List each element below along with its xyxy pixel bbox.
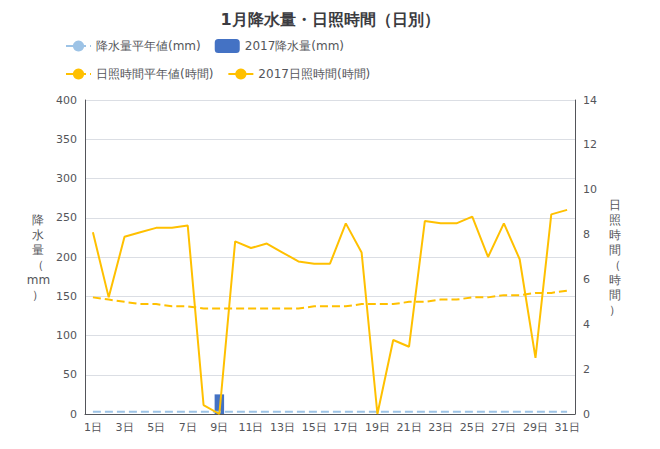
- svg-text:日: 日: [609, 198, 621, 212]
- svg-text:15日: 15日: [302, 421, 327, 434]
- svg-text:10: 10: [583, 183, 597, 196]
- svg-text:21日: 21日: [397, 421, 422, 434]
- svg-text:3日: 3日: [116, 421, 134, 434]
- svg-text:mm: mm: [27, 273, 50, 287]
- svg-text:13日: 13日: [270, 421, 295, 434]
- svg-text:間: 間: [609, 243, 621, 257]
- svg-text:350: 350: [56, 133, 77, 146]
- svg-text:）: ）: [609, 303, 621, 317]
- svg-text:4: 4: [583, 318, 590, 331]
- svg-text:17日: 17日: [333, 421, 358, 434]
- svg-text:1日: 1日: [84, 421, 102, 434]
- svg-text:0: 0: [583, 408, 590, 421]
- svg-text:27日: 27日: [491, 421, 516, 434]
- svg-text:時: 時: [609, 273, 621, 287]
- svg-text:25日: 25日: [460, 421, 485, 434]
- svg-text:5日: 5日: [147, 421, 165, 434]
- svg-text:400: 400: [56, 94, 77, 107]
- svg-text:9日: 9日: [210, 421, 228, 434]
- svg-text:2017日照時間(時間): 2017日照時間(時間): [258, 67, 370, 81]
- svg-text:日照時間平年値(時間): 日照時間平年値(時間): [96, 67, 213, 81]
- svg-text:300: 300: [56, 172, 77, 185]
- svg-text:照: 照: [609, 213, 621, 227]
- svg-text:31日: 31日: [555, 421, 580, 434]
- svg-text:250: 250: [56, 211, 77, 224]
- svg-text:8: 8: [583, 228, 590, 241]
- svg-text:14: 14: [583, 94, 597, 107]
- svg-text:）: ）: [32, 288, 44, 302]
- svg-text:29日: 29日: [523, 421, 548, 434]
- svg-text:7日: 7日: [179, 421, 197, 434]
- svg-text:19日: 19日: [365, 421, 390, 434]
- svg-text:23日: 23日: [428, 421, 453, 434]
- svg-text:0: 0: [70, 408, 77, 421]
- svg-text:2: 2: [583, 363, 590, 376]
- svg-text:水: 水: [32, 228, 44, 242]
- svg-text:11日: 11日: [238, 421, 263, 434]
- svg-text:50: 50: [63, 368, 77, 381]
- svg-text:降水量平年値(mm): 降水量平年値(mm): [96, 39, 201, 53]
- svg-text:200: 200: [56, 251, 77, 264]
- svg-text:間: 間: [609, 288, 621, 302]
- svg-text:時: 時: [609, 228, 621, 242]
- svg-text:（: （: [609, 258, 621, 272]
- svg-text:降: 降: [32, 213, 44, 227]
- svg-text:量: 量: [32, 243, 44, 257]
- svg-text:（: （: [32, 258, 44, 272]
- svg-text:1月降水量・日照時間（日別）: 1月降水量・日照時間（日別）: [220, 10, 439, 29]
- svg-text:100: 100: [56, 329, 77, 342]
- svg-text:150: 150: [56, 290, 77, 303]
- svg-text:12: 12: [583, 138, 597, 151]
- svg-text:2017降水量(mm): 2017降水量(mm): [245, 39, 344, 53]
- svg-text:6: 6: [583, 273, 590, 286]
